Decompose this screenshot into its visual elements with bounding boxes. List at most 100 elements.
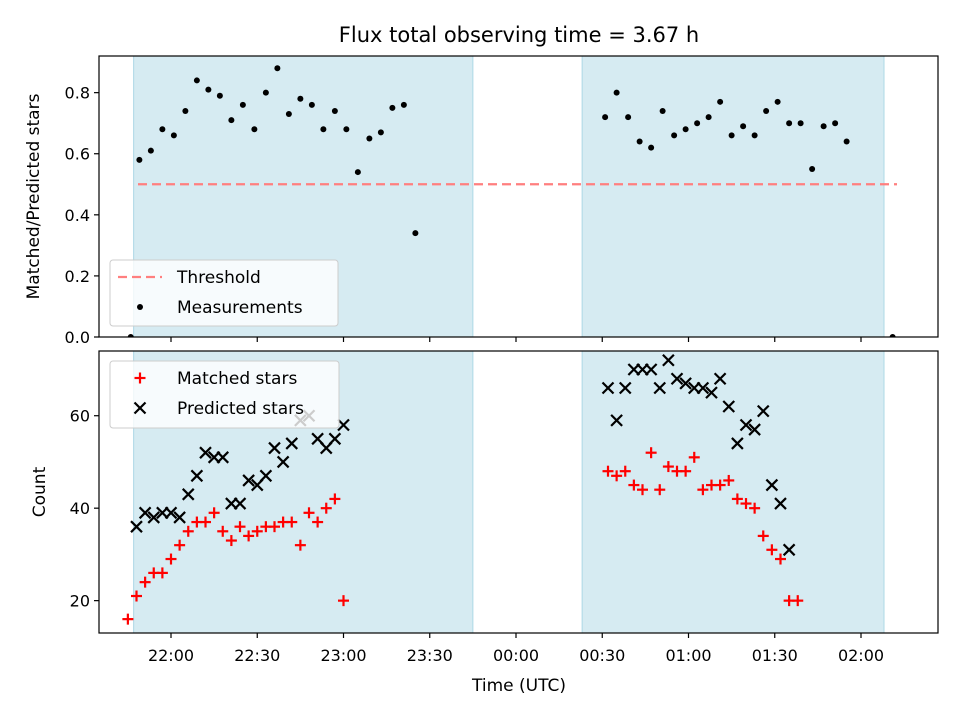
legend: Matched stars Predicted stars	[109, 360, 340, 429]
y-tick-label: 0.6	[65, 145, 90, 164]
legend-label: Threshold	[176, 268, 261, 288]
matched-star-marker	[269, 521, 280, 533]
measurement-point	[262, 89, 269, 96]
measurement-point	[797, 120, 804, 127]
measurement-point	[740, 123, 747, 130]
predicted-star-marker	[328, 432, 342, 446]
measurement-point	[636, 138, 643, 145]
measurement-point	[216, 92, 223, 99]
matched-star-marker	[757, 530, 769, 542]
x-axis-label: Time (UTC)	[471, 676, 566, 696]
predicted-star-marker	[618, 381, 632, 395]
x-tick-label: 22:00	[148, 646, 194, 665]
predicted-star-marker	[705, 386, 718, 399]
matched-star-marker	[200, 516, 211, 528]
y-axis-label: Count	[30, 466, 50, 517]
measurement-point	[159, 126, 166, 133]
predicted-star-marker	[713, 372, 727, 386]
observing-window-2	[581, 351, 885, 633]
measurement-point	[274, 65, 281, 72]
matched-star-marker	[174, 539, 186, 551]
predicted-star-marker	[756, 404, 770, 418]
matched-star-marker	[338, 595, 349, 607]
measurement-point	[694, 120, 701, 127]
y-tick-label: 60	[70, 407, 90, 426]
measurement-point	[763, 107, 770, 114]
predicted-star-marker	[601, 381, 615, 395]
matched-star-marker	[775, 553, 786, 565]
measurement-point	[705, 114, 712, 121]
predicted-star-marker	[259, 469, 273, 483]
predicted-star-marker	[216, 451, 230, 464]
matched-star-marker	[251, 525, 263, 537]
measurement-point	[625, 114, 632, 121]
matched-star-marker	[320, 502, 332, 514]
predicted-star-marker	[662, 353, 675, 367]
measurement-point	[354, 169, 361, 176]
matched-star-marker	[131, 590, 142, 602]
predicted-star-marker	[722, 400, 736, 413]
predicted-star-marker	[138, 506, 152, 520]
predicted-star-marker	[173, 511, 186, 524]
measurement-point	[832, 120, 839, 127]
matched-star-marker	[645, 447, 657, 459]
predicted-star-marker	[181, 488, 195, 501]
matched-star-marker	[602, 465, 614, 477]
matched-star-marker	[303, 507, 315, 519]
predicted-star-marker	[696, 381, 710, 395]
measurement-point	[809, 166, 816, 173]
legend-label: Measurements	[177, 298, 303, 318]
legend-label: Matched stars	[177, 369, 297, 389]
measurement-point	[147, 147, 154, 154]
measurement-point	[127, 334, 134, 337]
y-tick-label: 0.8	[65, 84, 90, 103]
measurement-point	[377, 129, 384, 136]
measurement-point	[331, 107, 338, 114]
measurement-point	[659, 107, 666, 114]
y-axis-label: Matched/Predicted stars	[24, 93, 44, 299]
measurement-point	[239, 101, 246, 108]
x-tick-label: 23:00	[320, 646, 366, 665]
count-panel: 20 40 60 22:00 22:30 23:00 23:30 00:00 00:30 01:0…	[30, 350, 939, 665]
matched-star-marker	[680, 465, 692, 477]
predicted-star-marker	[644, 363, 658, 376]
matched-star-marker	[329, 493, 341, 505]
matched-star-marker	[312, 516, 324, 528]
x-tick-label: 00:30	[579, 646, 625, 665]
measurement-point	[889, 334, 896, 337]
predicted-star-marker	[199, 446, 212, 459]
plot-frame	[98, 55, 939, 338]
x-tick-label: 00:00	[493, 646, 539, 665]
measurement-point	[751, 132, 758, 139]
matched-star-marker	[749, 502, 761, 514]
matched-star-marker	[723, 474, 735, 486]
predicted-star-marker	[130, 520, 143, 533]
predicted-star-marker	[765, 478, 779, 492]
predicted-star-marker	[190, 469, 204, 483]
matched-star-marker	[714, 479, 726, 491]
measurement-point	[648, 144, 655, 151]
matched-star-marker	[122, 613, 134, 625]
matched-star-marker	[208, 507, 220, 519]
matched-star-marker	[619, 465, 631, 477]
predicted-star-marker	[242, 474, 255, 487]
predicted-star-marker	[782, 543, 796, 557]
measurement-point	[412, 230, 419, 237]
legend-measurement-swatch	[137, 304, 143, 310]
measurement-point	[389, 104, 396, 111]
measurement-point	[205, 86, 212, 93]
ratio-panel: 0.0 0.2 0.4 0.6 0.8 Matched/Predicted stars Th…	[24, 55, 939, 347]
predicted-star-marker	[731, 437, 744, 450]
matched-star-marker	[792, 595, 804, 607]
matched-star-marker	[731, 493, 743, 505]
predicted-star-marker	[147, 511, 161, 524]
measurement-point	[193, 77, 200, 84]
matched-star-marker	[662, 461, 674, 473]
predicted-star-marker	[653, 381, 667, 395]
measurement-point	[820, 123, 827, 130]
chart-title: Flux total observing time = 3.67 h	[339, 23, 699, 47]
predicted-star-marker	[670, 372, 684, 386]
predicted-star-marker	[679, 377, 692, 390]
y-tick-label: 0.0	[65, 328, 90, 347]
matched-star-marker	[628, 479, 640, 491]
